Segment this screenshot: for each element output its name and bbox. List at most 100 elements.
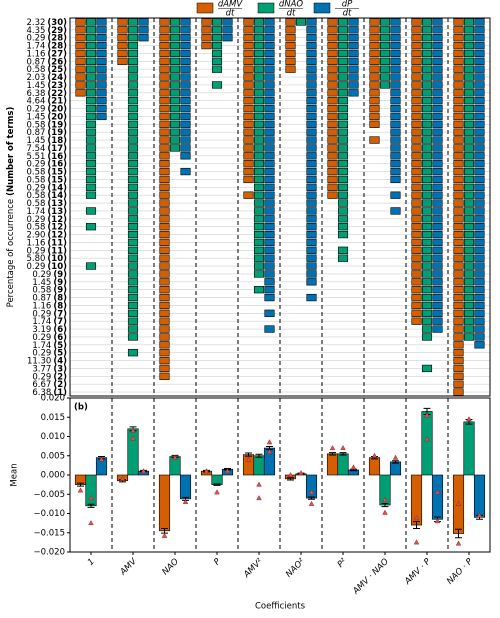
marker-triangle xyxy=(434,489,441,495)
term-cell xyxy=(348,65,359,73)
row-percent: 0.29 xyxy=(32,372,51,382)
term-cell xyxy=(474,230,485,239)
term-cell xyxy=(411,183,422,191)
term-cell xyxy=(222,34,233,42)
term-cell xyxy=(264,270,275,278)
term-cell xyxy=(327,81,338,89)
term-cell xyxy=(379,34,391,42)
term-cell xyxy=(411,160,422,168)
term-cell xyxy=(243,167,254,176)
term-cell xyxy=(432,57,443,65)
term-cell xyxy=(127,89,139,97)
row-percent: 1.74 xyxy=(26,41,45,51)
term-cell xyxy=(306,136,317,144)
term-cell xyxy=(432,104,443,113)
term-cell xyxy=(474,286,485,294)
row-label: 4.35 (29) xyxy=(26,25,67,35)
term-cell xyxy=(85,160,97,168)
row-percent: 0.58 xyxy=(26,175,45,185)
term-cell xyxy=(432,223,443,231)
term-cell xyxy=(337,57,349,65)
term-cell xyxy=(474,278,485,286)
row-label: 0.58 (19) xyxy=(26,120,67,130)
legend-swatch xyxy=(313,2,331,14)
term-cell xyxy=(159,34,170,42)
row-label: 0.29 (7) xyxy=(32,309,67,319)
term-cell xyxy=(127,349,139,357)
term-cell xyxy=(379,81,391,89)
term-cell xyxy=(369,65,380,73)
term-cell xyxy=(264,230,275,239)
term-cell xyxy=(421,199,433,207)
term-cell xyxy=(411,89,422,97)
term-cell xyxy=(253,230,265,239)
marker-triangle xyxy=(77,487,84,493)
row-percent: 0.29 xyxy=(26,246,45,256)
term-cell xyxy=(421,65,433,73)
term-cell xyxy=(85,65,97,73)
term-cell xyxy=(327,112,338,121)
term-cell xyxy=(253,223,265,231)
term-cell xyxy=(411,191,422,199)
term-cell xyxy=(127,278,139,286)
marker-triangle xyxy=(203,468,210,474)
term-cell xyxy=(348,73,359,81)
term-cell xyxy=(85,152,97,160)
term-cell xyxy=(348,81,359,89)
term-cell xyxy=(421,152,433,160)
term-cell xyxy=(453,349,464,357)
term-cell xyxy=(369,34,380,42)
term-cell xyxy=(306,293,317,302)
term-cell xyxy=(222,18,233,26)
term-cell xyxy=(453,144,464,152)
row-percent: 1.45 xyxy=(32,277,51,287)
error-bar xyxy=(245,452,252,457)
term-cell xyxy=(474,183,485,191)
term-cell xyxy=(463,199,475,207)
term-cell xyxy=(453,128,464,136)
row-label: 1.74 (5) xyxy=(32,340,67,350)
term-cell xyxy=(379,73,391,81)
term-cell xyxy=(159,238,170,247)
term-cell xyxy=(127,325,139,333)
marker-triangle xyxy=(340,445,346,451)
term-cell xyxy=(411,278,422,286)
term-cell xyxy=(159,26,170,34)
legend-numerator: dNAO xyxy=(279,0,304,10)
term-cell xyxy=(306,191,317,199)
term-cell xyxy=(421,49,433,58)
term-cell xyxy=(180,128,191,136)
term-cell xyxy=(138,18,149,26)
term-cell xyxy=(390,136,401,144)
term-cell xyxy=(453,167,464,176)
term-cell xyxy=(474,199,485,207)
row-terms: (20) xyxy=(47,112,67,122)
legend-numerator: dP xyxy=(342,0,353,10)
term-cell xyxy=(421,215,433,223)
term-cell xyxy=(159,349,170,357)
error-bar xyxy=(392,460,399,464)
row-percent: 0.87 xyxy=(26,57,45,67)
row-terms: (9) xyxy=(53,269,67,279)
row-label: 6.38 (22) xyxy=(26,88,67,98)
row-terms: (12) xyxy=(47,214,67,224)
term-cell xyxy=(463,238,475,247)
term-cell xyxy=(463,112,475,121)
term-cell xyxy=(337,230,349,239)
term-cell xyxy=(474,207,485,215)
term-cell xyxy=(243,26,254,34)
row-terms: (16) xyxy=(47,151,67,161)
term-cell xyxy=(180,26,191,34)
term-cell xyxy=(327,18,338,26)
row-label: 0.29 (20) xyxy=(26,104,67,114)
term-cell xyxy=(432,65,443,73)
term-cell xyxy=(348,34,359,42)
term-cell xyxy=(159,230,170,239)
term-cell xyxy=(306,223,317,231)
term-cell xyxy=(474,73,485,81)
row-terms: (15) xyxy=(47,167,67,177)
marker-triangle xyxy=(466,416,472,422)
term-cell xyxy=(306,230,317,239)
term-cell xyxy=(264,207,275,215)
term-cell xyxy=(264,309,275,317)
